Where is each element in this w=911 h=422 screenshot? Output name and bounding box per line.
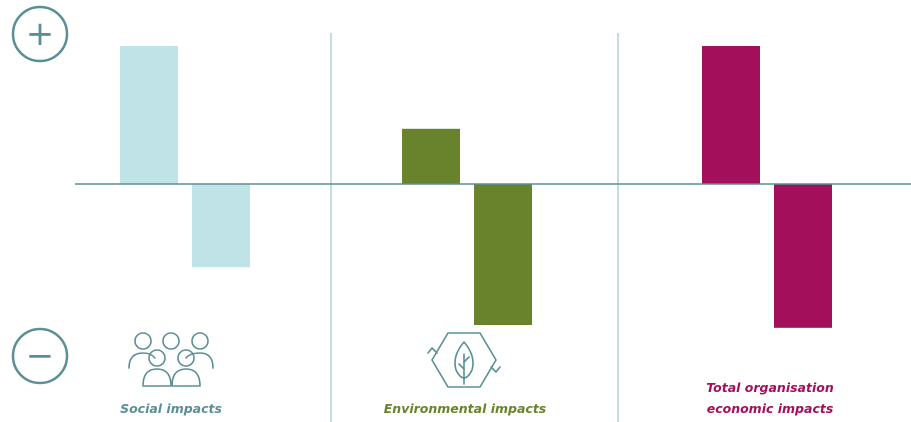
- negative-marker-label: −: [26, 336, 55, 376]
- positive-marker: +: [11, 5, 69, 63]
- category-label-environmental-line-1: Environmental impacts: [384, 401, 547, 416]
- bar-environmental-positive: [402, 128, 460, 184]
- negative-marker: −: [11, 327, 69, 385]
- bars: [120, 46, 832, 328]
- positive-marker-label: +: [26, 14, 55, 54]
- people-group-icon: [128, 332, 214, 387]
- bar-environmental-negative: [474, 184, 532, 325]
- panel-dividers: [330, 33, 619, 422]
- bar-social-positive: [120, 46, 178, 184]
- bar-social-negative: [192, 184, 250, 268]
- category-label-economic-line-1: Total organisation: [706, 380, 834, 395]
- recycle-leaf-icon: [427, 332, 501, 388]
- category-labels: Social impacts Environmental impacts Total…: [120, 380, 834, 416]
- category-label-economic-line-2: economic impacts: [707, 401, 834, 416]
- category-label-social-line-1: Social impacts: [120, 401, 222, 416]
- bar-economic-positive: [702, 46, 760, 184]
- bar-economic-negative: [774, 184, 832, 328]
